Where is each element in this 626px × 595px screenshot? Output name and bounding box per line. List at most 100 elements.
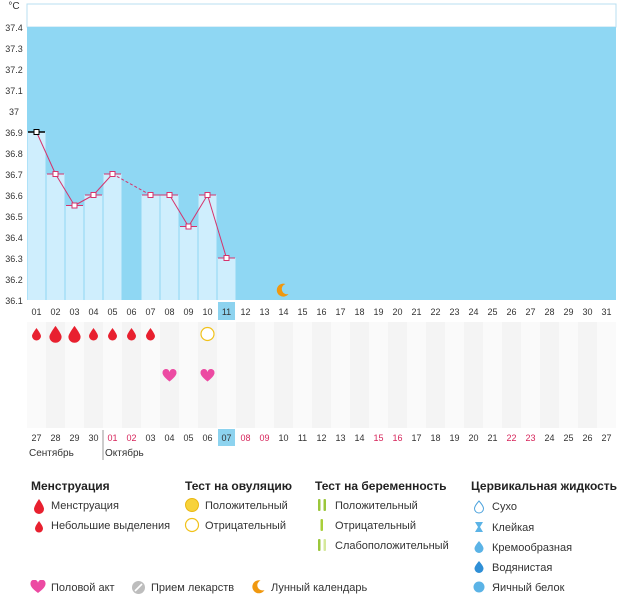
calendar-date-label: 10 (278, 433, 288, 443)
y-unit-label: °C (8, 1, 19, 12)
temperature-bar (65, 205, 84, 300)
calendar-date-label: 24 (544, 433, 554, 443)
calendar-date-label: 14 (354, 433, 364, 443)
cycle-day-label: 20 (392, 307, 402, 317)
moon-marker (276, 283, 289, 297)
temperature-bar (27, 132, 46, 300)
calendar-date-label: 25 (563, 433, 573, 443)
temperature-bar (217, 258, 236, 300)
temperature-point (185, 223, 192, 230)
cycle-day-label: 31 (601, 307, 611, 317)
temperature-line-segment (55, 173, 75, 206)
month-label: Сентябрь (29, 447, 74, 459)
legend-pregnancy-positive: Положительный (335, 500, 418, 512)
grid-column (597, 322, 616, 428)
current-date-highlight (218, 429, 235, 446)
heavy-drop-icon (34, 499, 44, 514)
calendar-date-label: 21 (487, 433, 497, 443)
legend-ovulation-positive: Положительный (205, 500, 288, 512)
calendar-date-label: 07 (221, 433, 231, 443)
temperature-line-segment (36, 131, 56, 175)
calendar-date-label: 04 (164, 433, 174, 443)
temperature-point (33, 129, 40, 135)
legend-cervical-dry: Сухо (492, 501, 517, 513)
temperature-line-segment (207, 194, 227, 259)
light-drop-marker (146, 328, 156, 341)
y-tick-label: 36.7 (5, 170, 23, 180)
grid-column (255, 322, 274, 428)
legend-lunar: Лунный календарь (271, 582, 368, 594)
ovulation-test-marker (200, 326, 215, 342)
heart-marker (200, 368, 215, 382)
calendar-date-label: 06 (202, 433, 212, 443)
dry-icon (473, 500, 485, 514)
temperature-line-segment (93, 173, 113, 196)
calendar-date-label: 15 (373, 433, 383, 443)
legend-pregnancy-negative: Отрицательный (335, 520, 416, 532)
bbt-chart: °C 37.4 37.3 37.2 37.1 37 36.9 36.8 36.7 36.6 36.5… (5, 1, 617, 460)
cycle-day-label: 30 (582, 307, 592, 317)
grid-column (521, 322, 540, 428)
plot-area (27, 27, 616, 300)
watery-icon (474, 561, 484, 573)
pregnancy-negative-icon (320, 519, 323, 531)
grid-column (388, 322, 407, 428)
ovulation-negative-icon (184, 517, 200, 533)
temperature-line-segment (169, 194, 189, 227)
y-tick-label: 36.3 (5, 254, 23, 264)
y-tick-label: 37 (9, 107, 19, 117)
calendar-date-label: 12 (316, 433, 326, 443)
temperature-point (166, 192, 173, 198)
grid-column (540, 322, 559, 428)
y-tick-label: 36.9 (5, 128, 23, 138)
temperature-point (147, 192, 154, 198)
calendar-date-label: 05 (183, 433, 193, 443)
legend-menstruation-light: Небольшие выделения (51, 520, 171, 532)
light-drop-marker (89, 328, 98, 341)
legend-cervical-watery: Водянистая (492, 562, 553, 574)
cycle-day-label: 23 (449, 307, 459, 317)
temperature-bar (198, 195, 217, 300)
egg-white-icon (473, 581, 485, 593)
light-drop-marker (32, 328, 41, 341)
grid-column (369, 322, 388, 428)
grid-column (502, 322, 521, 428)
cycle-day-label: 05 (107, 307, 117, 317)
cycle-day-label: 10 (202, 307, 212, 317)
calendar-date-label: 27 (31, 433, 41, 443)
grid-column (426, 322, 445, 428)
grid-column (483, 322, 502, 428)
calendar-date-label: 28 (50, 433, 60, 443)
heavy-drop-marker (68, 325, 81, 343)
cycle-day-label: 04 (88, 307, 98, 317)
cycle-day-label: 14 (278, 307, 288, 317)
temperature-bar (160, 195, 179, 300)
y-tick-label: 37.4 (5, 23, 23, 33)
calendar-date-label: 09 (259, 433, 269, 443)
month-label: Октябрь (105, 447, 144, 459)
grid-column (559, 322, 578, 428)
pill-icon (132, 581, 145, 594)
legend-cervical-egg-white: Яичный белок (492, 582, 565, 594)
light-drop-icon (35, 521, 43, 533)
cycle-day-label: 28 (544, 307, 554, 317)
cycle-day-label: 19 (373, 307, 383, 317)
ovulation-positive-icon (185, 498, 199, 512)
temperature-bar (46, 174, 65, 300)
y-tick-label: 36.8 (5, 149, 23, 159)
temperature-line-segment (74, 194, 94, 206)
temperature-line-segment (188, 194, 208, 227)
calendar-date-label: 08 (240, 433, 250, 443)
cycle-day-label: 15 (297, 307, 307, 317)
calendar-date-label: 16 (392, 433, 402, 443)
grid-column (84, 322, 103, 428)
grid-column (179, 322, 198, 428)
y-tick-label: 36.4 (5, 233, 23, 243)
creamy-icon (474, 541, 484, 553)
cycle-day-label: 17 (335, 307, 345, 317)
cycle-day-label: 01 (31, 307, 41, 317)
cycle-day-label: 12 (240, 307, 250, 317)
temperature-bar (103, 174, 122, 300)
pregnancy-positive-icon (318, 499, 326, 511)
calendar-date-label: 13 (335, 433, 345, 443)
